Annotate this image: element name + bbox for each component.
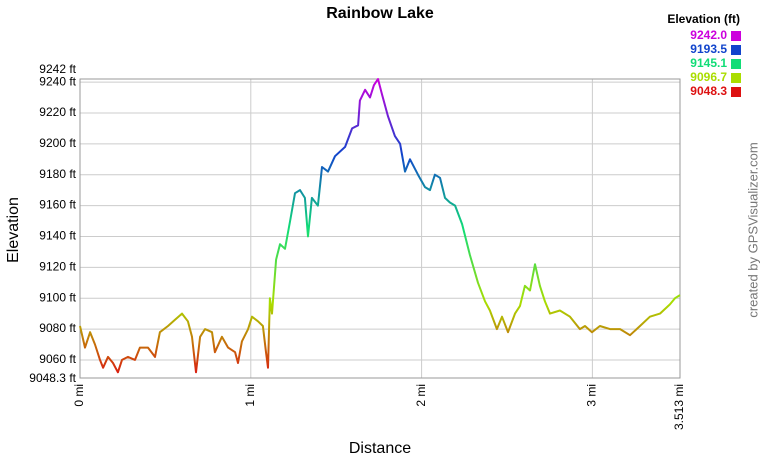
legend-swatch — [731, 87, 741, 97]
y-tick-label: 9140 ft — [39, 229, 76, 243]
plot-frame — [79, 78, 681, 379]
x-axis-label: Distance — [349, 440, 411, 457]
legend-label: 9193.5 — [690, 42, 727, 56]
legend-label: 9242.0 — [690, 28, 727, 42]
legend-swatch — [731, 59, 741, 69]
credit: created by GPSVisualizer.com — [745, 142, 760, 317]
y-tick-label: 9240 ft — [39, 74, 76, 88]
y-tick-label: 9100 ft — [39, 290, 76, 304]
chart-title: Rainbow Lake — [326, 5, 434, 22]
legend-label: 9145.1 — [690, 56, 727, 70]
y-tick-label: 9080 ft — [39, 321, 76, 335]
legend-label: 9048.3 — [690, 84, 727, 98]
x-tick-label: 2 mi — [414, 384, 428, 407]
legend-title: Elevation (ft) — [667, 12, 740, 26]
y-tick-label: 9060 ft — [39, 352, 76, 366]
elevation-line — [79, 78, 681, 374]
legend-swatch — [731, 73, 741, 83]
x-tick-label: 0 mi — [72, 384, 86, 407]
y-tick-label: 9220 ft — [39, 105, 76, 119]
legend-label: 9096.7 — [690, 70, 727, 84]
legend-swatch — [731, 31, 741, 41]
y-tick-label: 9120 ft — [39, 259, 76, 273]
y-axis-label: Elevation — [5, 197, 22, 263]
x-tick-label: 3.513 mi — [672, 384, 686, 430]
x-tick-label: 3 mi — [585, 384, 599, 407]
x-tick-label: 1 mi — [243, 384, 257, 407]
legend-swatch — [731, 45, 741, 55]
y-tick-label: 9200 ft — [39, 136, 76, 150]
y-tick-label: 9048.3 ft — [29, 371, 76, 385]
y-tick-label: 9242 ft — [39, 62, 76, 76]
y-tick-label: 9160 ft — [39, 198, 76, 212]
y-tick-label: 9180 ft — [39, 167, 76, 181]
